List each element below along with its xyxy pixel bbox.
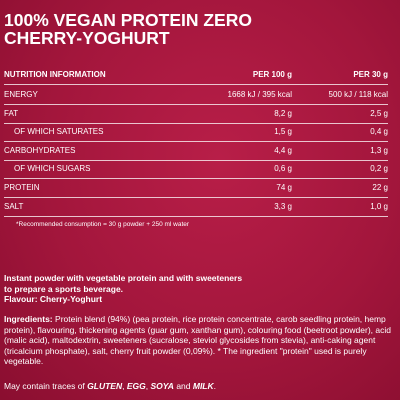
ingredients-text: Protein blend (94%) (pea protein, rice p…	[4, 314, 391, 366]
table-cell: SALT	[4, 201, 24, 211]
table-cell: PER 30 g	[353, 70, 388, 79]
table-row: FAT 8,2 g 2,5 g	[4, 105, 388, 124]
footnote: *Recommended consumption = 30 g powder +…	[16, 221, 190, 228]
table-cell: PER 100 g	[252, 70, 292, 79]
table-cell: 74 g	[276, 183, 292, 192]
table-cell: OF WHICH SUGARS	[14, 164, 91, 174]
table-cell: 0,4 g	[370, 127, 388, 137]
allergen: GLUTEN	[87, 381, 123, 391]
allergens: May contain traces of GLUTEN, EGG, SOYA …	[4, 381, 216, 391]
table-cell: CARBOHYDRATES	[4, 145, 76, 155]
table-row: NUTRITION INFORMATION PER 100 g PER 30 g	[4, 66, 388, 85]
table-cell: 1668 kJ / 395 kcal	[227, 90, 292, 99]
allergen: EGG	[126, 381, 146, 391]
table-cell: ENERGY	[4, 90, 38, 99]
table-cell: 4,4 g	[274, 145, 292, 155]
description: Instant powder with vegetable protein an…	[4, 273, 242, 305]
description-line: Flavour: Cherry-Yoghurt	[4, 294, 103, 304]
table-cell: 8,2 g	[274, 108, 292, 118]
allergen-text: ,	[122, 381, 127, 391]
table-row: OF WHICH SUGARS 0,6 g 0,2 g	[4, 160, 388, 180]
allergen-text: ,	[145, 381, 151, 391]
table-cell: 500 kJ / 118 kcal	[328, 90, 388, 99]
allergen-text: .	[213, 381, 217, 391]
table-cell: PROTEIN	[4, 183, 40, 192]
allergen: MILK	[192, 381, 214, 391]
allergen: SOYA	[150, 381, 174, 391]
allergen-text: May contain traces of	[4, 381, 88, 391]
table-cell: 1,5 g	[274, 127, 292, 137]
table-cell: NUTRITION INFORMATION	[4, 70, 106, 79]
ingredients-label: Ingredients:	[4, 314, 53, 324]
table-cell: OF WHICH SATURATES	[14, 127, 104, 137]
allergen-text: and	[173, 381, 193, 391]
table-cell: 1,3 g	[370, 145, 388, 155]
table-cell: 0,6 g	[274, 164, 292, 174]
table-cell: 22 g	[372, 183, 388, 192]
table-row: SALT 3,3 g 1,0 g	[4, 198, 388, 217]
table-row: PROTEIN 74 g 22 g	[4, 179, 388, 198]
table-cell: FAT	[4, 108, 19, 118]
table-cell: 2,5 g	[370, 108, 388, 118]
title: 100% VEGAN PROTEIN ZERO	[4, 10, 252, 30]
ingredients: Ingredients: Protein blend (94%) (pea pr…	[4, 314, 392, 367]
table-cell: 1,0 g	[370, 201, 388, 211]
description-line: Instant powder with vegetable protein an…	[4, 273, 243, 283]
table-row: OF WHICH SATURATES 1,5 g 0,4 g	[4, 123, 388, 143]
table-row: CARBOHYDRATES 4,4 g 1,3 g	[4, 142, 388, 161]
table-cell: 0,2 g	[370, 164, 388, 174]
description-line: to prepare a sports beverage.	[4, 283, 124, 294]
table-cell: 3,3 g	[274, 201, 292, 211]
table-row: ENERGY 1668 kJ / 395 kcal 500 kJ / 118 kca…	[4, 86, 388, 105]
title: CHERRY-YOGHURT	[4, 28, 170, 48]
